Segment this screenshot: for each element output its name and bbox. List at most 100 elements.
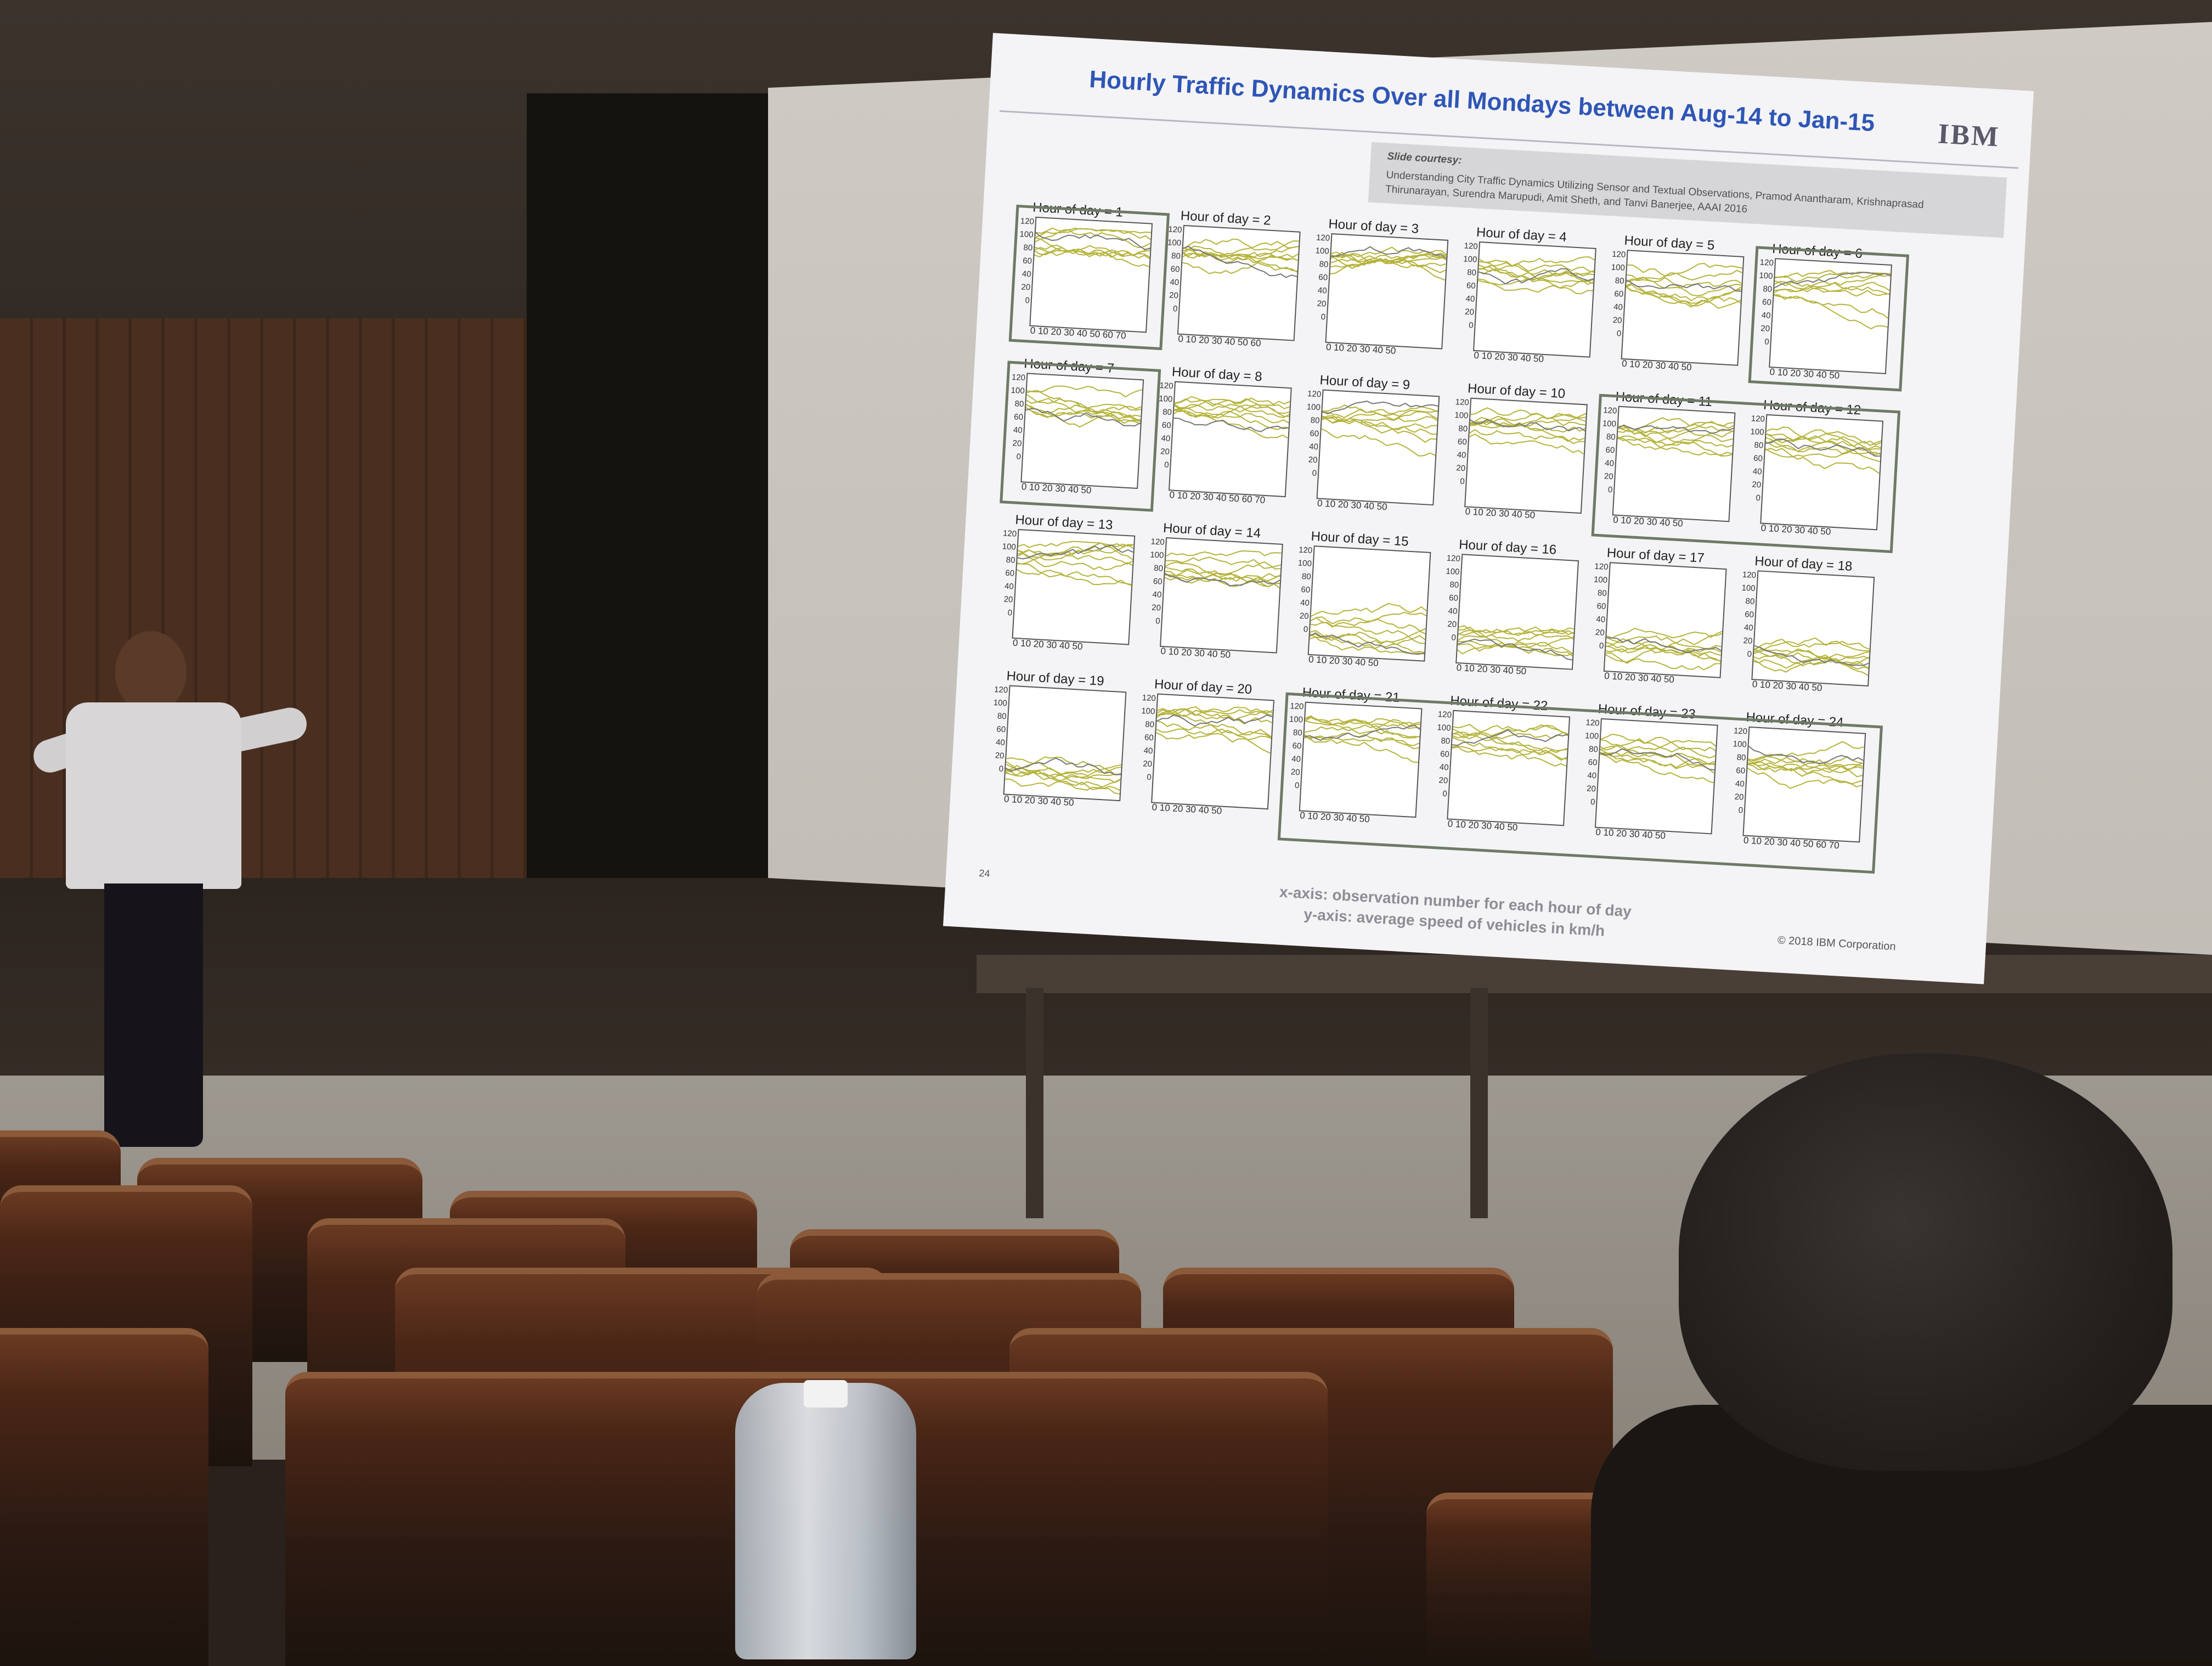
panel-plot-area [1160, 537, 1283, 654]
speed-trace-line [1304, 724, 1420, 741]
speed-trace-line [1034, 245, 1150, 258]
speed-trace-line [1165, 561, 1281, 582]
panel-plot-area [1455, 554, 1579, 670]
speed-trace-line [1310, 632, 1425, 655]
panel-plot-area [1612, 406, 1736, 522]
speed-trace-line [1748, 746, 1864, 764]
speed-trace-line [1183, 245, 1299, 261]
speed-trace-line [1458, 640, 1573, 656]
speed-trace-line [1617, 430, 1734, 443]
speed-trace-line [1458, 626, 1575, 633]
speed-trace-line [1774, 287, 1890, 297]
speed-trace-line [1322, 416, 1437, 435]
speed-trace-line [1310, 616, 1426, 632]
speed-trace-line [1310, 633, 1425, 654]
speed-trace-line [1035, 232, 1150, 250]
speed-trace-line [1005, 771, 1121, 784]
speed-trace-line [1626, 279, 1741, 292]
speed-trace-line [1457, 638, 1573, 661]
speed-trace-line [1331, 254, 1446, 281]
speed-trace-line [1173, 417, 1289, 432]
speed-trace-line [1311, 603, 1427, 617]
speed-trace-line [1018, 541, 1134, 549]
speed-trace-line [1470, 407, 1586, 422]
slide-page-number: 24 [978, 867, 991, 880]
speed-trace-line [1618, 417, 1734, 432]
speed-trace-line [1617, 436, 1733, 450]
speed-trace-line [1016, 569, 1132, 586]
speed-trace-line [1606, 637, 1722, 656]
speed-trace-line [1748, 756, 1864, 773]
presenter-head [115, 631, 187, 713]
speed-trace-line [1470, 422, 1585, 442]
panel-plot-area [1760, 414, 1884, 531]
speed-trace-line [1005, 767, 1121, 777]
speed-trace-line [1754, 645, 1869, 666]
speed-trace-line [1304, 724, 1420, 739]
speed-trace-line [1017, 543, 1134, 559]
speed-trace-line [1600, 748, 1715, 771]
speed-trace-line [1627, 262, 1743, 277]
speed-trace-line [1774, 273, 1891, 290]
speed-trace-line [1753, 648, 1869, 676]
speed-trace-line [1165, 573, 1280, 587]
speed-trace-line [1452, 736, 1567, 767]
speed-trace-line [1035, 228, 1152, 240]
speed-trace-line [1017, 562, 1132, 586]
speed-trace-line [1026, 385, 1143, 398]
speed-trace-line [1174, 403, 1290, 418]
speed-trace-line [1747, 762, 1864, 777]
auditorium-seat [0, 1328, 208, 1666]
speed-trace-line [1600, 739, 1716, 764]
speed-trace-line [1165, 556, 1281, 570]
speed-trace-line [1765, 436, 1881, 452]
panel-plot-area [1307, 545, 1431, 662]
speed-trace-line [1765, 448, 1881, 463]
speed-trace-line [1478, 268, 1594, 285]
speed-trace-line [1322, 404, 1438, 414]
speed-trace-line [1470, 413, 1587, 428]
speed-trace-line [1006, 756, 1122, 769]
panel-plot-area [1769, 258, 1892, 374]
speed-trace-line [1765, 429, 1882, 447]
speed-trace-line [1165, 569, 1280, 589]
speed-trace-line [1331, 251, 1446, 273]
speed-trace-line [1457, 641, 1573, 654]
speed-trace-line [1025, 408, 1141, 427]
speed-trace-line [1157, 708, 1272, 739]
speed-trace-line [1330, 246, 1447, 259]
dark-alcove [527, 93, 801, 905]
speed-trace-line [1747, 767, 1863, 789]
speed-trace-line [1017, 549, 1133, 565]
speed-trace-line [1599, 751, 1715, 774]
slide-courtesy-box: Slide courtesy: Understanding City Traff… [1368, 142, 2007, 238]
speed-trace-line [1618, 425, 1734, 434]
panel-plot-area [1168, 381, 1292, 498]
speed-trace-line [1479, 258, 1594, 282]
speed-trace-line [1453, 728, 1567, 759]
speed-trace-line [1034, 245, 1150, 260]
speed-trace-line [1330, 256, 1447, 266]
speed-trace-line [1310, 611, 1427, 628]
presenter-pants [104, 883, 203, 1147]
speed-trace-line [1753, 648, 1869, 669]
speed-trace-line [1156, 708, 1273, 725]
speed-trace-line [1753, 637, 1870, 652]
presenter [29, 631, 318, 1158]
speed-trace-line [1025, 407, 1141, 428]
projected-slide: Hourly Traffic Dynamics Over all Mondays… [943, 33, 2034, 984]
speed-trace-line [1156, 714, 1273, 727]
axis-notes: x-axis: observation number for each hour… [1207, 877, 1702, 947]
speed-trace-line [1156, 708, 1273, 716]
